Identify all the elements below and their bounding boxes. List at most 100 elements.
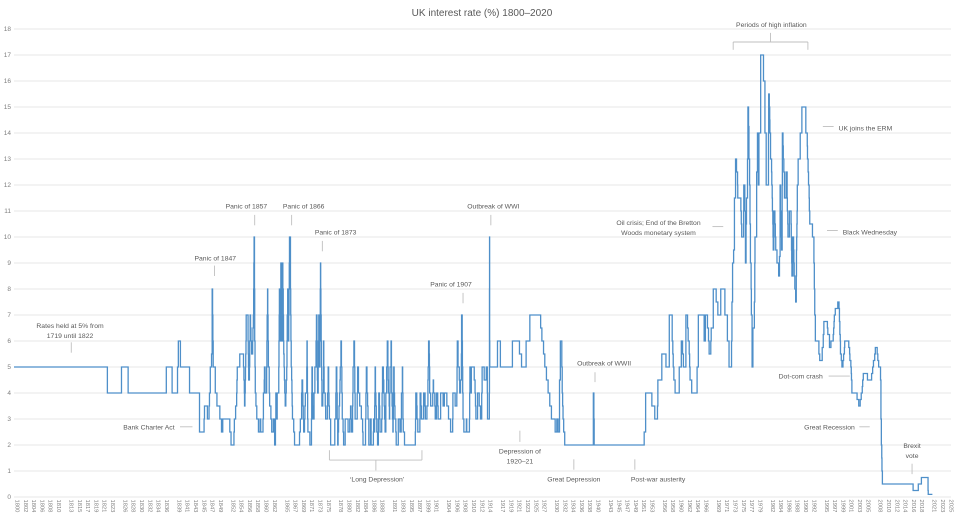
x-tick-label: 1843 bbox=[192, 500, 198, 513]
annotation-outbreak-of-wwii: Outbreak of WWII bbox=[577, 361, 631, 383]
annotation-panic-of-1907: Panic of 1907 bbox=[430, 281, 472, 304]
annotation-great-depression: Great Depression bbox=[547, 459, 601, 483]
x-tick-label: 1956 bbox=[661, 500, 667, 513]
annotation-text: Periods of high inflation bbox=[736, 22, 807, 29]
x-tick-label: 1836 bbox=[163, 500, 169, 513]
annotation-text: UK joins the ERM bbox=[839, 125, 893, 132]
x-tick-label: 1969 bbox=[715, 500, 721, 513]
x-tick-label: 1992 bbox=[810, 500, 816, 513]
x-tick-label: 1849 bbox=[217, 500, 223, 513]
x-tick-label: 1938 bbox=[586, 500, 592, 513]
annotation-text: Outbreak of WWI bbox=[467, 203, 519, 210]
x-tick-label: 1932 bbox=[561, 500, 567, 513]
x-tick-label: 1802 bbox=[22, 500, 28, 513]
y-tick-label: 7 bbox=[7, 312, 11, 319]
annotation-text: 1920–21 bbox=[507, 458, 534, 465]
y-tick-label: 12 bbox=[4, 182, 12, 189]
y-tick-label: 16 bbox=[4, 78, 12, 85]
annotation-text: 1719 until 1822 bbox=[47, 333, 94, 340]
annotation-text: Panic of 1873 bbox=[315, 229, 357, 236]
annotation-panic-of-1857: Panic of 1857 bbox=[226, 203, 268, 226]
x-tick-label: 1962 bbox=[686, 500, 692, 513]
x-tick-label: 2021 bbox=[931, 500, 937, 513]
x-tick-label: 1919 bbox=[507, 500, 513, 513]
x-tick-label: 1856 bbox=[246, 500, 252, 513]
annotation-uk-joins-the-erm: UK joins the ERM bbox=[822, 125, 893, 132]
x-tick-label: 1860 bbox=[263, 500, 269, 513]
x-tick-label: 1867 bbox=[292, 500, 298, 513]
x-tick-label: 1880 bbox=[346, 500, 352, 513]
x-tick-label: 1973 bbox=[731, 500, 737, 513]
x-tick-label: 1858 bbox=[254, 500, 260, 513]
annotation-panic-of-1847: Panic of 1847 bbox=[194, 255, 236, 276]
x-tick-label: 1897 bbox=[416, 500, 422, 513]
annotation-text: Panic of 1847 bbox=[194, 255, 236, 262]
x-tick-label: 1917 bbox=[499, 500, 505, 513]
annotation-panic-of-1866: Panic of 1866 bbox=[283, 203, 325, 226]
x-tick-label: 1912 bbox=[478, 500, 484, 513]
x-tick-label: 1910 bbox=[470, 500, 476, 513]
x-tick-label: 2005 bbox=[864, 500, 870, 513]
annotation-text: Outbreak of WWII bbox=[577, 361, 631, 368]
annotation-text: Depression of bbox=[499, 449, 541, 456]
x-axis-labels: 1800 1802 1804 1806 1808 1810 1813 1815 1817 1819… bbox=[14, 500, 954, 514]
x-tick-label: 1852 bbox=[229, 500, 235, 513]
annotation-outbreak-of-wwi: Outbreak of WWI bbox=[467, 203, 519, 226]
x-tick-label: 1990 bbox=[802, 500, 808, 513]
x-tick-label: 1875 bbox=[325, 500, 331, 513]
y-tick-label: 18 bbox=[4, 26, 12, 33]
x-tick-label: 1982 bbox=[769, 500, 775, 513]
annotation-great-recession: Great Recession bbox=[804, 424, 870, 431]
annotation-periods-of-high-inflation: Periods of high inflation bbox=[732, 22, 809, 50]
x-tick-label: 1808 bbox=[47, 500, 53, 513]
annotation-text: Bank Charter Act bbox=[123, 424, 174, 431]
x-tick-label: 1979 bbox=[756, 500, 762, 513]
x-tick-label: 1819 bbox=[92, 500, 98, 513]
y-tick-label: 1 bbox=[7, 468, 11, 475]
x-tick-label: 1999 bbox=[839, 500, 845, 513]
annotation-text: Post-war austerity bbox=[631, 476, 686, 483]
x-tick-label: 1832 bbox=[146, 500, 152, 513]
x-tick-label: 2016 bbox=[910, 500, 916, 513]
x-tick-label: 1949 bbox=[632, 500, 638, 513]
x-tick-label: 1953 bbox=[648, 500, 654, 513]
y-tick-label: 5 bbox=[7, 364, 11, 371]
x-tick-label: 1830 bbox=[138, 500, 144, 513]
y-tick-label: 15 bbox=[4, 104, 12, 111]
annotation-depression-of-1920-21: Depression of 1920–21 bbox=[499, 430, 541, 465]
x-tick-label: 1815 bbox=[76, 500, 82, 513]
x-tick-label: 2018 bbox=[918, 500, 924, 513]
x-tick-label: 1865 bbox=[283, 500, 289, 513]
x-tick-label: 1923 bbox=[524, 500, 530, 513]
x-tick-label: 1893 bbox=[399, 500, 405, 513]
annotation-black-wednesday: Black Wednesday bbox=[826, 229, 898, 236]
y-tick-label: 11 bbox=[4, 208, 11, 215]
annotation-text: Rates held at 5% from bbox=[36, 323, 104, 330]
annotation-text: Panic of 1907 bbox=[430, 281, 472, 288]
x-tick-label: 2001 bbox=[848, 500, 854, 513]
x-tick-label: 1862 bbox=[271, 500, 277, 513]
x-tick-label: 1891 bbox=[391, 500, 397, 513]
annotation-bank-charter-act: Bank Charter Act bbox=[123, 424, 193, 431]
x-tick-label: 1934 bbox=[570, 500, 576, 514]
annotation-text: Panic of 1857 bbox=[226, 203, 268, 210]
x-tick-label: 1823 bbox=[109, 500, 115, 513]
annotation-long-depression: ‘Long Depression’ bbox=[328, 450, 423, 483]
x-tick-label: 1921 bbox=[516, 500, 522, 513]
annotation-text: Brexit bbox=[903, 443, 920, 450]
x-tick-label: 2003 bbox=[856, 500, 862, 513]
x-tick-label: 2014 bbox=[902, 500, 908, 514]
y-tick-label: 4 bbox=[7, 390, 11, 397]
x-tick-label: 1845 bbox=[200, 500, 206, 513]
annotation-oil-crisis-bretton-woods: Oil crisis; End of the Bretton Woods mone… bbox=[616, 220, 724, 237]
annotation-text: Panic of 1866 bbox=[283, 203, 325, 210]
x-tick-label: 1888 bbox=[379, 500, 385, 513]
x-tick-label: 1986 bbox=[785, 500, 791, 513]
x-tick-label: 1813 bbox=[67, 500, 73, 513]
x-tick-label: 1834 bbox=[155, 500, 161, 514]
x-tick-label: 2025 bbox=[947, 500, 953, 513]
annotations: Rates held at 5% from 1719 until 1822 Bank… bbox=[36, 22, 920, 483]
x-tick-label: 1960 bbox=[678, 500, 684, 513]
x-tick-label: 1947 bbox=[624, 500, 630, 513]
